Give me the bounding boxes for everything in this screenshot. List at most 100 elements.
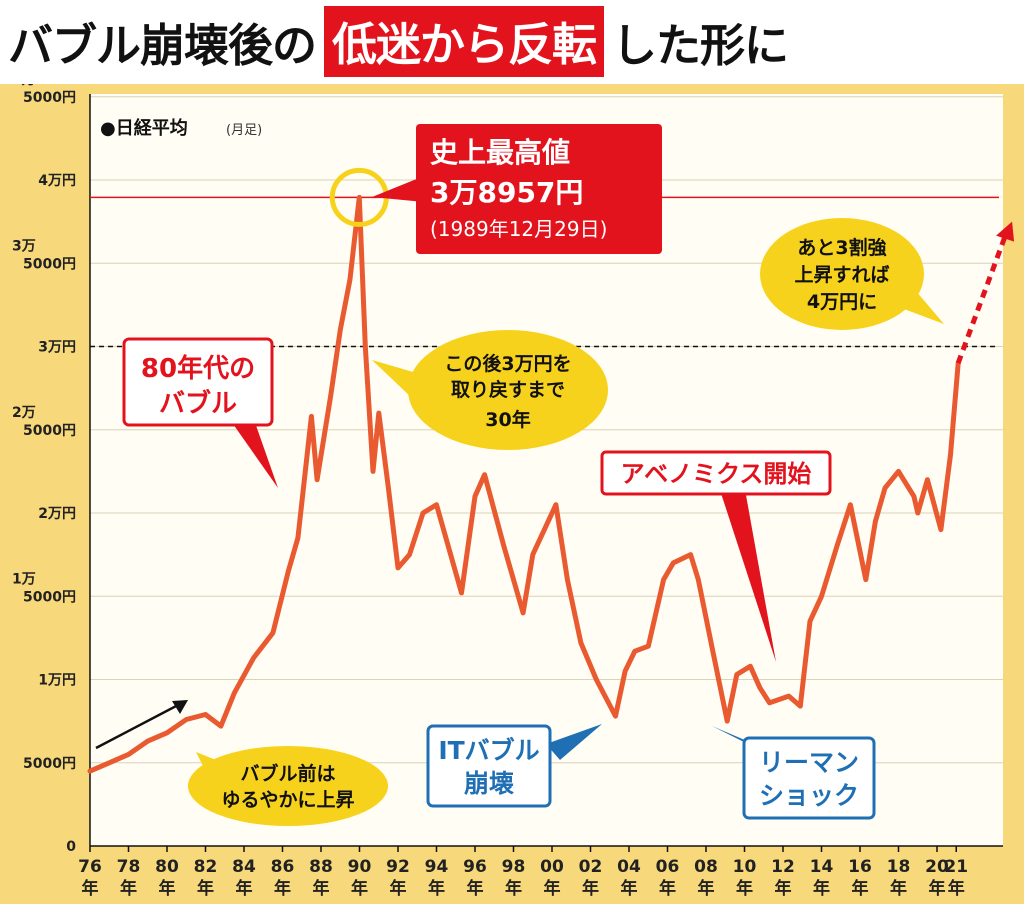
it-bubble-pointer [546,724,602,760]
x-tick-label: 02 [579,857,603,877]
data-point [709,644,714,649]
data-point [232,690,237,696]
x-tick-label: 12 [771,857,795,877]
data-point [724,718,730,724]
data-point [646,644,651,649]
data-point [434,502,439,507]
data-point [807,619,813,624]
data-point [530,552,535,557]
after-30y-label: この後3万円を [444,352,571,375]
x-tick-suffix: 年 [659,878,676,899]
page-title: バブル崩壊後の 低迷から反転 した形に [8,5,789,77]
target-label: あと3割強 [797,236,886,259]
x-tick-label: 84 [232,857,256,877]
chart-title: ●日経平均 [100,117,188,139]
x-tick-label: 08 [694,857,718,877]
data-point [309,414,314,419]
x-tick-suffix: 年 [948,878,965,899]
x-tick-label: 96 [463,857,487,877]
x-tick-suffix: 年 [82,878,99,899]
peak-label-box [416,124,662,254]
y-tick-label: 2万円 [38,506,76,522]
data-point [848,502,853,507]
target-label: 4万円に [807,291,877,313]
x-tick-suffix: 年 [621,878,638,899]
y-tick-label: 3万円 [38,340,76,356]
x-tick-label: 98 [502,857,526,877]
y-tick-label: 5000円 [23,423,76,439]
data-point [107,760,112,765]
abenomics-label: アベノミクス開始 [621,460,812,488]
target-label: 上昇すれば [794,264,889,286]
x-tick-suffix: 年 [236,878,253,899]
x-tick-label: 86 [271,857,295,877]
data-point [553,502,559,507]
x-tick-suffix: 年 [582,878,599,899]
data-point [622,668,628,674]
data-points [87,195,961,774]
x-tick-label: 80 [155,857,179,877]
data-point [363,344,368,349]
x-tick-label: 76 [78,857,102,877]
x-tick-suffix: 年 [120,878,137,899]
y-tick-label: 4万円 [38,173,76,189]
data-point [126,752,131,757]
data-point [578,640,584,646]
data-point [819,594,824,599]
data-point [328,394,333,399]
trend-arrow-line [95,702,181,750]
x-tick-label: 94 [425,857,449,877]
x-tick-suffix: 年 [890,878,907,899]
x-tick-suffix: 年 [505,878,522,899]
data-point [863,577,868,582]
y-tick-label: 5000円 [23,589,76,605]
data-point [314,477,320,482]
data-point [520,610,526,616]
data-point [376,410,381,416]
data-point [882,485,888,491]
x-tick-suffix: 年 [467,878,484,899]
x-tick-label: 82 [194,857,218,877]
after-30y-label: 取り戻すまで [451,378,565,401]
data-point [218,723,224,729]
x-tick-label: 06 [656,857,680,877]
gradual-rise-bubble [188,746,388,826]
x-tick-suffix: 年 [351,878,368,899]
data-point [594,677,599,682]
title-part-1: バブル崩壊後の [8,18,317,72]
data-point [671,560,676,566]
data-point [395,565,401,571]
abenomics-box [600,450,832,496]
x-tick-label: 90 [348,857,372,877]
data-point [145,738,150,744]
y-tick-label: 0 [66,839,76,855]
x-tick-label: 92 [386,857,410,877]
data-point [370,469,376,474]
data-point [925,477,930,482]
data-point [767,700,772,706]
data-point [357,195,362,200]
data-point [164,730,170,735]
after-30y-pointer [372,360,420,398]
data-point [501,544,507,549]
data-point [873,519,878,524]
x-tick-suffix: 年 [197,878,214,899]
data-point [459,590,464,596]
data-point [286,569,291,574]
x-tick-suffix: 年 [813,878,830,899]
data-point [948,452,953,457]
gradual-rise-label: バブル前は [240,762,335,785]
data-point [757,685,763,691]
title-part-2: した形に [612,18,789,72]
data-point [386,485,391,491]
data-point [915,510,920,516]
x-tick-suffix: 年 [390,878,407,899]
data-point [938,527,944,532]
data-point [270,630,276,636]
data-point [87,768,93,774]
peak-label-pointer [372,176,424,202]
trend-arrow-head [172,700,188,714]
chart-title-note: (月足) [226,123,262,138]
x-tick-label: 14 [810,857,834,877]
